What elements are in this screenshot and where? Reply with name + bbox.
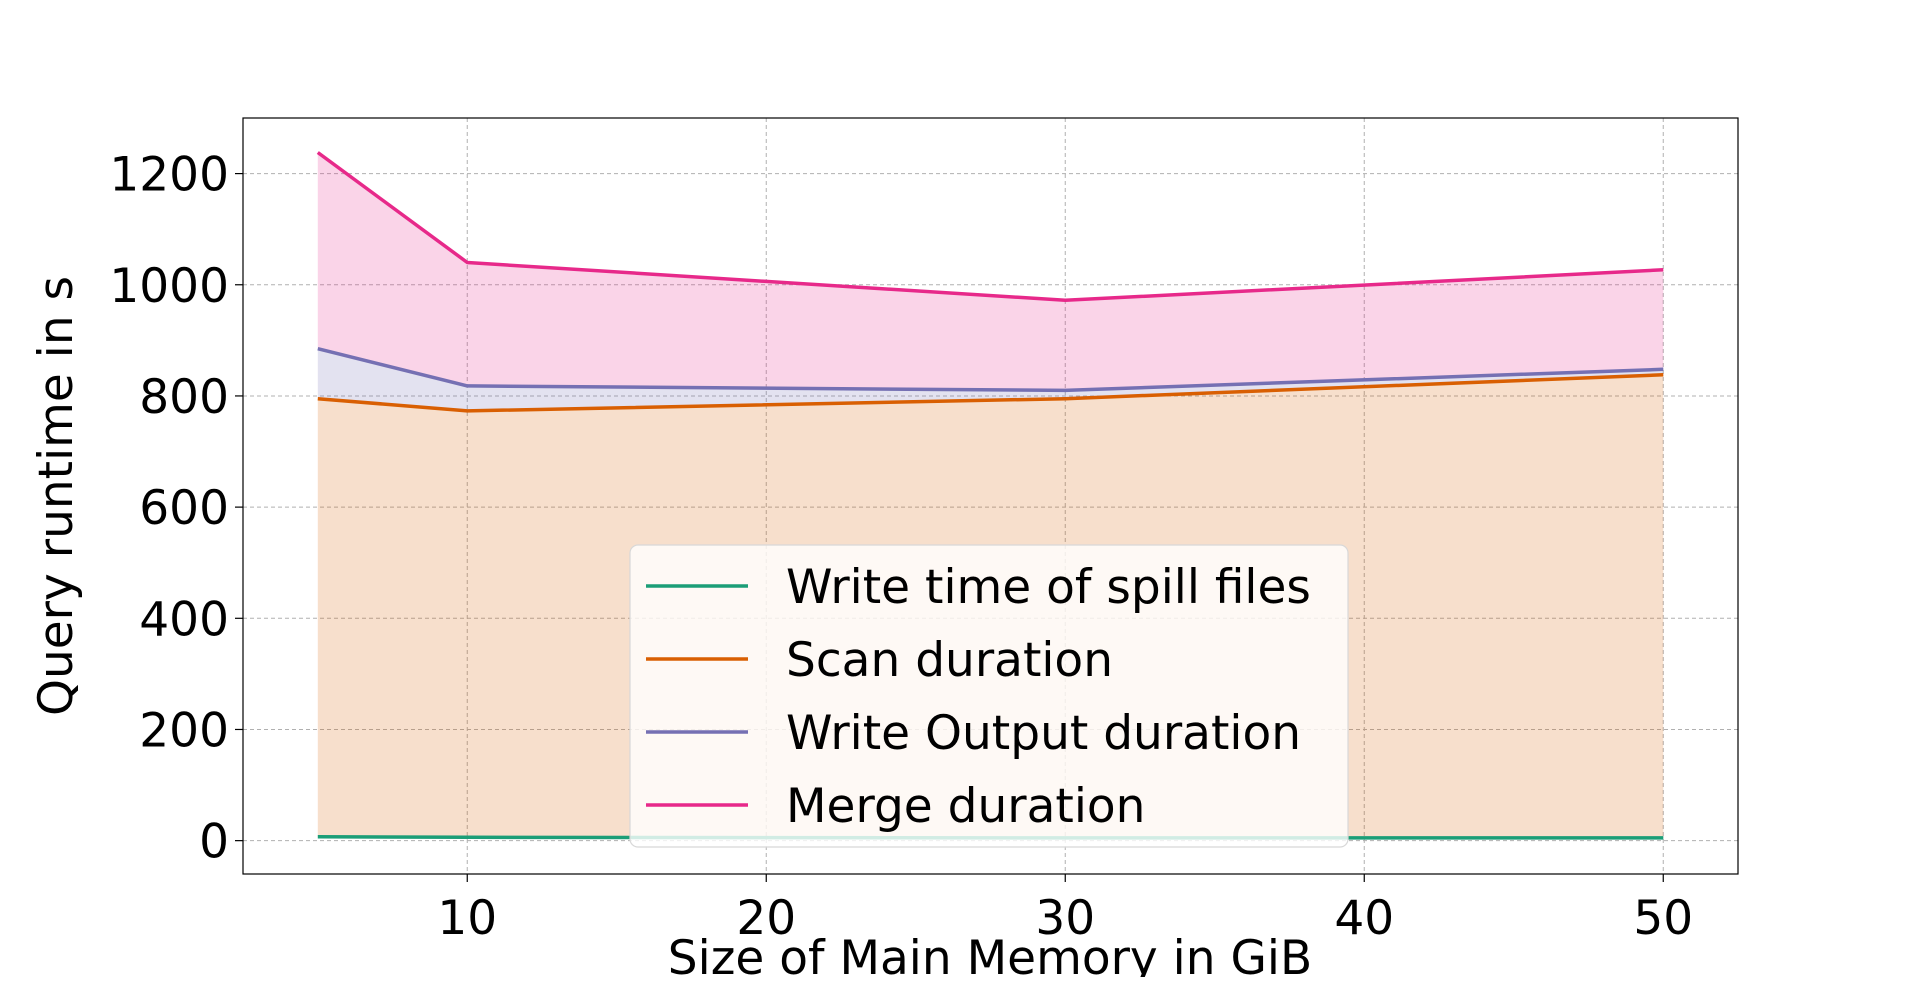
- y-tick-label: 800: [139, 370, 229, 425]
- plot-frame: [242, 117, 1739, 875]
- series-line-2: [317, 347, 1664, 393]
- y-tick-label: 1200: [109, 148, 229, 203]
- legend-label: Merge duration: [786, 779, 1145, 834]
- x-tick-label: 40: [1334, 891, 1394, 946]
- y-tick-label: 400: [139, 592, 229, 647]
- axis-ticks: 10 20 30 40 50 0 200 400 600 800 1000 1200: [109, 148, 1693, 946]
- x-tick-label: 10: [437, 891, 497, 946]
- series-line-1: [317, 373, 1664, 413]
- y-tick-label: 600: [139, 481, 229, 536]
- x-tick-label: 30: [1035, 891, 1095, 946]
- legend-label: Write time of spill files: [786, 560, 1311, 615]
- x-tick-label: 50: [1633, 891, 1693, 946]
- x-tick-label: 20: [736, 891, 796, 946]
- legend-box: [629, 544, 1349, 848]
- legend: Write time of spill files Scan duration Wr…: [629, 544, 1349, 848]
- area-fill-3: [317, 152, 1664, 391]
- legend-label: Scan duration: [786, 633, 1113, 688]
- legend-label: Write Output duration: [786, 706, 1301, 761]
- area-fill-2: [317, 348, 1664, 411]
- x-axis-label: Size of Main Memory in GiB: [668, 931, 1312, 977]
- series-line-3: [316, 151, 1664, 303]
- y-tick-label: 1000: [109, 259, 229, 314]
- y-tick-label: 200: [139, 703, 229, 758]
- y-axis-label: Query runtime in s: [29, 276, 84, 716]
- y-tick-label: 0: [199, 815, 229, 870]
